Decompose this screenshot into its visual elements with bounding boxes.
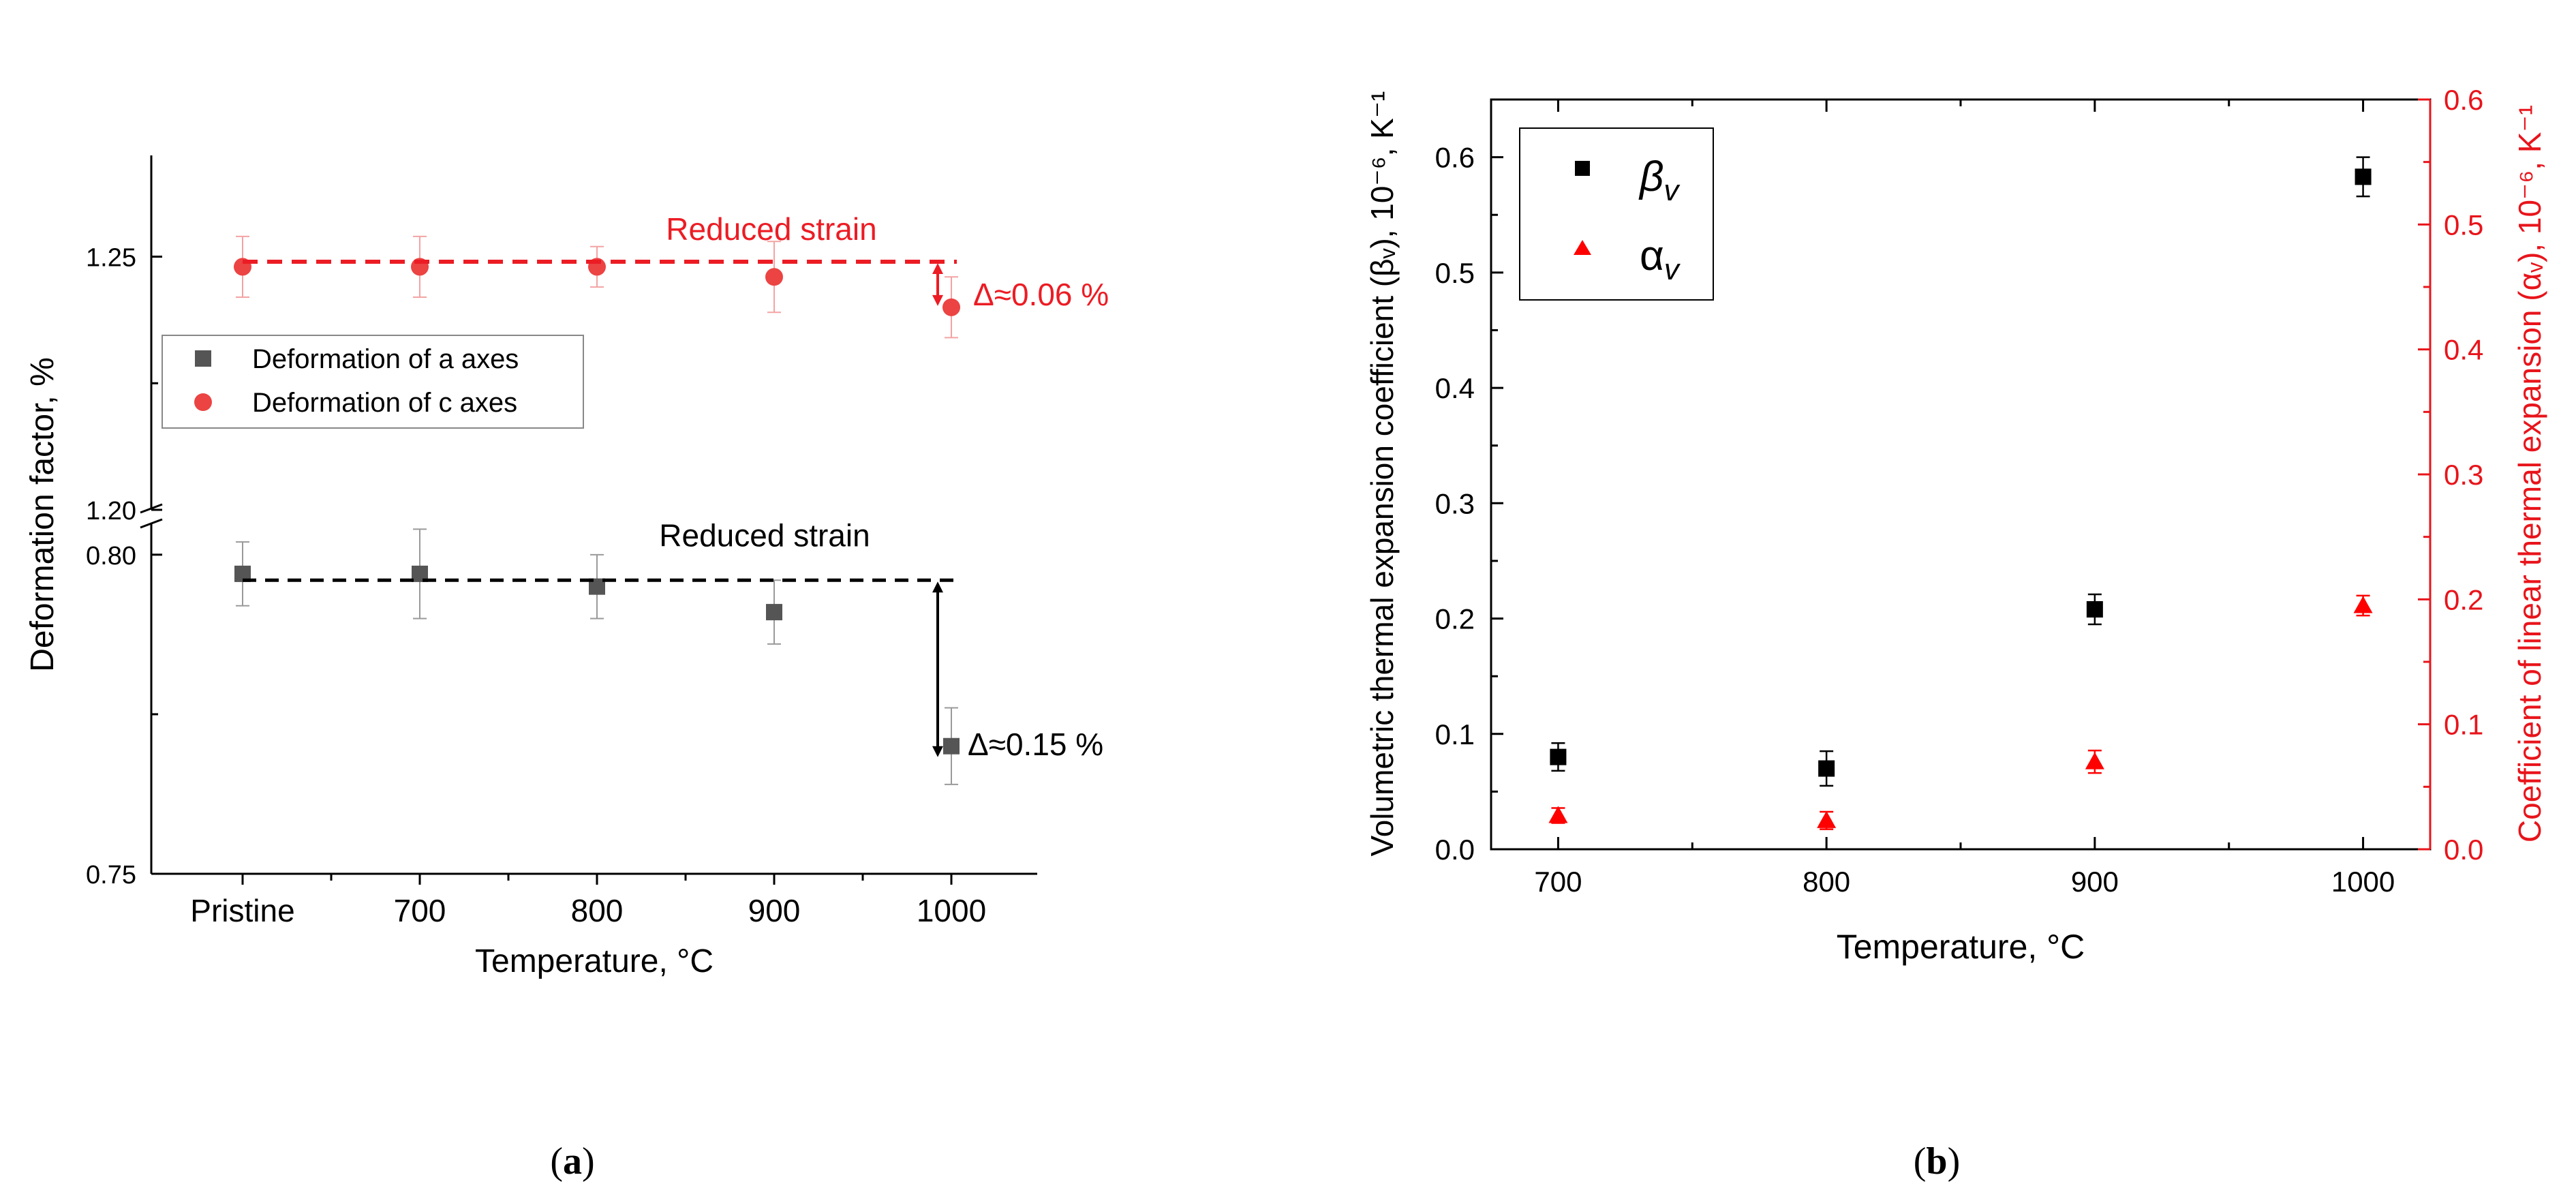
b-point-beta-2 (2086, 601, 2103, 618)
b-y-axis-label-right: Coefficient of linear thermal expansion … (2512, 105, 2547, 842)
b-point-alpha-1 (1817, 810, 1837, 828)
a-data-marks (234, 235, 960, 785)
a-xtick-label-3: 900 (748, 893, 801, 928)
a-label-reduced-strain-c: Reduced strain (666, 211, 876, 247)
a-xtick-label-1: 700 (394, 893, 446, 928)
a-xtick-label-2: 800 (571, 893, 624, 928)
b-ytick-label-left-2: 0.2 (1435, 603, 1475, 635)
b-y-ticks-right: 0.0 0.1 0.2 0.3 0.4 0.5 0.6 (2418, 84, 2483, 866)
a-y-axis-label: Deformation factor, % (25, 357, 61, 672)
b-ytick-label-left-1: 0.1 (1435, 718, 1475, 750)
a-x-axis-label: Temperature, °C (475, 943, 714, 979)
a-delta-arrow-a-head-top (932, 581, 943, 593)
b-xtick-label-1: 800 (1803, 866, 1850, 898)
a-x-ticks: Pristine 700 800 900 1000 (190, 874, 986, 928)
a-xtick-label-4: 1000 (917, 893, 986, 928)
b-point-beta-3 (2355, 168, 2372, 185)
b-legend-label-beta: βv (1638, 153, 1681, 207)
a-delta-label-a: Δ≈0.15 % (968, 727, 1103, 762)
a-delta-arrow-c-head-bottom (932, 294, 943, 306)
a-point-c-axes-3 (765, 268, 783, 286)
b-ytick-label-left-3: 0.3 (1435, 487, 1475, 519)
a-axis-break-bottom (140, 518, 163, 529)
a-ytick-label-upper-0: 1.20 (86, 497, 136, 526)
b-ytick-label-right-4: 0.4 (2444, 334, 2483, 366)
a-legend: Deformation of a axes Deformation of c a… (162, 335, 584, 429)
a-point-a-axes-4 (943, 737, 960, 755)
a-delta-arrow-a-head-bottom (932, 746, 943, 757)
a-caption-letter: a (563, 1140, 582, 1183)
b-x-ticks: 700 800 900 1000 (1534, 100, 2395, 898)
b-y-axis-label-left: Volumetric thermal expansion coefficient… (1364, 91, 1400, 857)
b-ytick-label-left-5: 0.5 (1435, 257, 1475, 289)
a-ytick-label-lower-0: 0.75 (86, 861, 136, 889)
a-legend-label-c: Deformation of c axes (252, 388, 517, 418)
b-ytick-label-left-0: 0.0 (1435, 834, 1475, 866)
chart-b: 0.0 0.1 0.2 0.3 0.4 0.5 0.6 0.0 0.1 0.2 0.3 0.4 0.5… (1364, 84, 2547, 1183)
a-y-ticks: 0.75 0.80 1.20 1.25 (86, 244, 162, 889)
b-legend-marker-alpha (1574, 240, 1591, 255)
a-caption: (a) (550, 1140, 594, 1183)
b-point-alpha-0 (1548, 806, 1568, 823)
b-ytick-label-left-6: 0.6 (1435, 142, 1475, 174)
b-legend-beta-sub: v (1663, 174, 1681, 207)
a-delta-arrow-c-head-top (932, 263, 943, 274)
a-axis-break-top (140, 503, 163, 514)
a-legend-marker-a (195, 350, 211, 367)
b-point-beta-0 (1550, 748, 1567, 765)
b-ytick-label-right-2: 0.2 (2444, 583, 2483, 615)
a-ytick-label-lower-1: 0.80 (86, 542, 136, 570)
a-xtick-label-0: Pristine (190, 893, 294, 928)
b-xtick-label-3: 1000 (2331, 866, 2395, 898)
a-delta-label-c: Δ≈0.06 % (973, 277, 1109, 312)
chart-a: 0.75 0.80 1.20 1.25 Pristine 700 800 900 1000 R… (25, 155, 1109, 1183)
b-ytick-label-right-5: 0.5 (2444, 209, 2483, 241)
b-legend-alpha-symbol: α (1640, 232, 1664, 279)
b-ytick-label-right-1: 0.1 (2444, 709, 2483, 741)
a-annotations: Reduced strain Reduced strain Δ≈0.06 % Δ≈0.… (243, 211, 1109, 762)
b-xtick-label-0: 700 (1534, 866, 1582, 898)
b-legend-marker-beta (1575, 161, 1590, 176)
b-point-alpha-3 (2353, 596, 2373, 613)
a-point-c-axes-4 (942, 298, 960, 316)
b-legend: βv αv (1519, 127, 1714, 301)
a-label-reduced-strain-a: Reduced strain (659, 517, 870, 553)
b-point-alpha-2 (2085, 752, 2104, 770)
b-data-marks (1548, 156, 2373, 830)
b-ytick-label-right-3: 0.3 (2444, 459, 2483, 491)
b-ytick-label-right-6: 0.6 (2444, 84, 2483, 116)
b-legend-box (1519, 127, 1714, 301)
b-legend-alpha-sub: v (1664, 253, 1681, 286)
b-point-beta-1 (1818, 760, 1835, 777)
b-ytick-label-left-4: 0.4 (1435, 372, 1475, 404)
a-point-a-axes-3 (766, 604, 782, 621)
a-legend-label-a: Deformation of a axes (252, 344, 519, 374)
b-caption-letter: b (1926, 1140, 1947, 1183)
b-x-axis-label: Temperature, °C (1837, 928, 2085, 966)
b-xtick-label-2: 900 (2071, 866, 2119, 898)
a-ytick-label-upper-1: 1.25 (86, 244, 136, 273)
b-y-ticks-left: 0.0 0.1 0.2 0.3 0.4 0.5 0.6 (1435, 142, 1503, 866)
b-legend-label-alpha: αv (1640, 232, 1681, 286)
a-legend-marker-c (194, 393, 212, 411)
b-legend-beta-symbol: β (1638, 153, 1663, 200)
b-ytick-label-right-0: 0.0 (2444, 834, 2483, 866)
b-caption: (b) (1914, 1140, 1960, 1183)
a-legend-box (162, 335, 584, 429)
